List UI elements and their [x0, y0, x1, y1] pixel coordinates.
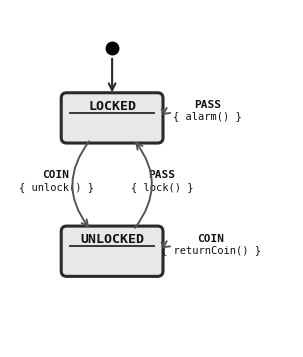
Text: LOCKED: LOCKED [88, 100, 136, 112]
Text: COIN: COIN [42, 171, 70, 181]
Text: { alarm() }: { alarm() } [173, 111, 242, 121]
Text: UNLOCKED: UNLOCKED [80, 233, 144, 246]
Text: PASS: PASS [194, 100, 221, 110]
FancyBboxPatch shape [61, 226, 163, 276]
Text: { returnCoin() }: { returnCoin() } [161, 245, 261, 255]
FancyBboxPatch shape [61, 93, 163, 143]
Text: { lock() }: { lock() } [131, 182, 193, 192]
Text: PASS: PASS [148, 171, 176, 181]
Text: { unlock() }: { unlock() } [18, 182, 94, 192]
Text: COIN: COIN [197, 234, 224, 244]
